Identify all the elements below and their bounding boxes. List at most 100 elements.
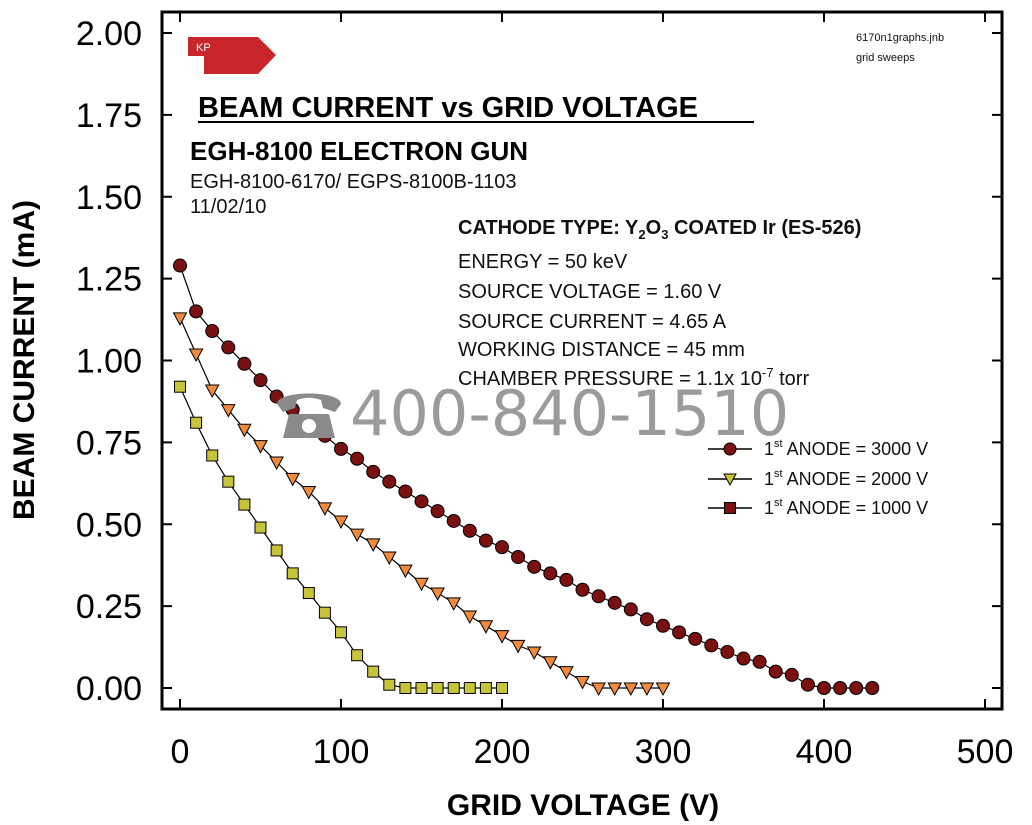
working-distance-line: WORKING DISTANCE = 45 mm (458, 339, 745, 361)
data-point-triangle (269, 456, 284, 471)
data-point-circle (221, 340, 236, 355)
data-point-triangle (317, 502, 333, 516)
data-point-triangle (349, 528, 365, 543)
phone-icon (277, 393, 341, 438)
data-point-triangle (462, 610, 478, 624)
y-tick-label: 2.00 (76, 15, 142, 53)
data-point-circle (446, 513, 461, 528)
y-tick-label: 0.00 (76, 670, 142, 708)
data-point-triangle (188, 348, 204, 362)
data-point-circle (607, 595, 622, 610)
legend: 1st ANODE = 3000 V 1st ANODE = 2000 V 1s… (708, 438, 928, 518)
data-point-triangle (365, 538, 381, 552)
data-point-circle (800, 677, 815, 692)
data-point-triangle (381, 551, 397, 566)
legend-triangle-marker (723, 473, 737, 487)
data-point-triangle (510, 639, 526, 654)
legend-item-1000v: 1st ANODE = 1000 V (708, 497, 928, 518)
data-point-circle (623, 602, 638, 617)
data-point-triangle (639, 682, 655, 697)
kp-logo: KP (188, 37, 276, 74)
gun-subtitle: EGH-8100 ELECTRON GUN (190, 136, 528, 166)
data-point-circle (253, 373, 268, 388)
legend-label-2000v: 1st ANODE = 2000 V (764, 468, 928, 489)
data-point-circle (398, 484, 413, 499)
date-line: 11/02/10 (190, 196, 266, 218)
data-point-square (222, 475, 235, 488)
data-point-square (415, 682, 428, 694)
data-point-circle (543, 566, 558, 581)
data-point-circle (720, 644, 735, 659)
data-point-square (447, 682, 460, 694)
data-point-circle (189, 304, 204, 319)
chart-title: BEAM CURRENT vs GRID VOLTAGE (198, 92, 698, 124)
data-point-circle (752, 654, 767, 669)
data-point-circle (865, 681, 880, 695)
data-point-circle (237, 356, 252, 371)
y-tick-label: 1.50 (76, 179, 142, 217)
data-point-square (174, 380, 186, 393)
data-point-square (286, 567, 299, 580)
legend-label-1000v: 1st ANODE = 1000 V (764, 497, 928, 518)
data-point-triangle (237, 423, 252, 438)
y-tick-label: 0.50 (76, 506, 142, 544)
data-point-square (190, 416, 203, 429)
data-point-circle (382, 474, 397, 489)
data-point-triangle (253, 440, 268, 454)
data-point-square (383, 678, 396, 691)
data-point-circle (639, 612, 654, 627)
data-point-square (496, 682, 508, 694)
phone-watermark: 400-840-1510 (277, 377, 789, 450)
series-circle (173, 258, 880, 695)
data-point-triangle (446, 597, 462, 611)
x-tick-label: 0 (171, 733, 190, 771)
chamber-pressure-line: CHAMBER PRESSURE = 1.1x 10-7 torr (458, 365, 809, 390)
x-tick-label: 200 (474, 733, 531, 771)
data-point-circle (495, 540, 509, 555)
data-point-circle (736, 651, 751, 666)
y-axis-title: BEAM CURRENT (mA) (8, 200, 41, 520)
data-point-square (254, 521, 267, 534)
data-point-triangle (591, 682, 606, 697)
data-point-circle (688, 631, 703, 646)
data-point-square (318, 606, 331, 619)
data-point-triangle (655, 682, 671, 697)
cathode-type: CATHODE TYPE: Y2O3 COATED Ir (ES-526) (458, 217, 861, 242)
source-voltage-line: SOURCE VOLTAGE = 1.60 V (458, 281, 722, 303)
data-point-triangle (430, 587, 445, 602)
source-current-line: SOURCE CURRENT = 4.65 A (458, 311, 727, 333)
y-tick-label: 1.00 (76, 343, 142, 381)
data-point-triangle (220, 404, 236, 418)
data-point-triangle (575, 675, 590, 690)
data-point-circle (849, 681, 864, 695)
data-point-triangle (559, 666, 574, 680)
data-point-triangle (285, 472, 301, 487)
data-point-triangle (204, 384, 220, 399)
file-note: grid sweeps (856, 52, 915, 64)
series-square (174, 380, 508, 694)
energy-line: ENERGY = 50 keV (458, 251, 628, 273)
x-tick-label: 300 (635, 733, 692, 771)
y-tick-label: 0.75 (76, 424, 142, 462)
series-layer (172, 258, 880, 697)
y-axis-ticks: 0.00 0.25 0.50 0.75 1.00 1.25 1.50 1.75 2.00 (76, 15, 1002, 708)
data-point-circle (591, 589, 606, 604)
data-point-circle (414, 494, 429, 509)
data-point-circle (656, 618, 670, 633)
data-point-square (270, 544, 283, 557)
data-point-circle (704, 638, 719, 653)
data-point-triangle (542, 656, 558, 670)
legend-circle-marker (723, 442, 737, 456)
data-point-circle (817, 681, 831, 695)
data-point-square (431, 682, 444, 694)
data-point-square (351, 649, 364, 662)
x-axis-title: GRID VOLTAGE (V) (447, 789, 719, 822)
x-axis-ticks: 0 100 200 300 400 500 (171, 12, 1014, 771)
logo-tag-shape (188, 37, 276, 74)
data-point-circle (511, 550, 526, 564)
data-point-square (367, 665, 380, 678)
data-point-triangle (172, 312, 188, 326)
data-point-circle (430, 504, 445, 519)
x-tick-label: 500 (957, 733, 1014, 771)
